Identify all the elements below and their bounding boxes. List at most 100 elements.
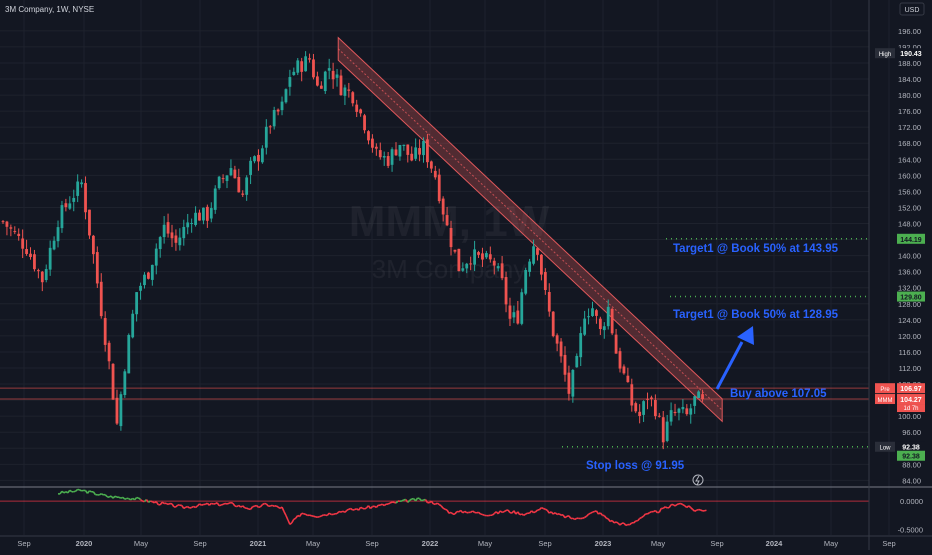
- indicator-segment: [221, 504, 223, 505]
- indicator-segment: [329, 513, 331, 514]
- candle-body: [80, 182, 83, 184]
- candle-body: [104, 318, 107, 345]
- indicator-segment: [276, 506, 278, 507]
- candle-body: [84, 183, 87, 212]
- price-tick-label: 84.00: [902, 476, 921, 485]
- indicator-segment: [482, 514, 484, 515]
- stop-loss-label[interactable]: Stop loss @ 91.95: [586, 460, 685, 472]
- candle-body: [45, 269, 48, 280]
- candle-body: [666, 422, 669, 441]
- candle-body: [143, 275, 146, 285]
- candle-body: [619, 351, 622, 368]
- candle-body: [642, 401, 645, 415]
- candle-body: [379, 150, 382, 157]
- indicator-segment: [353, 510, 355, 511]
- indicator-segment: [225, 503, 227, 504]
- candle-body: [186, 222, 189, 227]
- candle-body: [269, 126, 272, 127]
- indicator-segment: [410, 499, 412, 500]
- badge-target_129: 129.80: [897, 292, 925, 302]
- candle-body: [450, 228, 453, 247]
- target-2-label[interactable]: Target1 @ Book 50% at 128.95: [673, 309, 839, 321]
- indicator-segment: [262, 504, 264, 505]
- indicator-segment: [642, 516, 644, 517]
- candle-body: [29, 254, 32, 257]
- candle-body: [359, 109, 362, 113]
- time-tick-label: 2023: [595, 539, 612, 548]
- indicator-segment: [575, 518, 577, 519]
- candle-body: [685, 408, 688, 414]
- candle-body: [190, 223, 193, 224]
- price-tick-label: 120.00: [898, 332, 921, 341]
- indicator-segment: [119, 497, 121, 498]
- candle-body: [296, 60, 299, 72]
- indicator-segment: [589, 513, 591, 514]
- candle-body: [167, 222, 170, 233]
- candle-body: [399, 145, 402, 157]
- candle-body: [100, 282, 103, 316]
- candle-body: [630, 384, 633, 405]
- indicator-segment: [665, 507, 667, 508]
- indicator-segment: [223, 503, 225, 504]
- target-1-label[interactable]: Target1 @ Book 50% at 143.95: [673, 243, 839, 255]
- candle-body: [222, 178, 225, 179]
- candle: [214, 185, 217, 214]
- badge-tag-label: Low: [879, 446, 891, 452]
- candle-body: [607, 307, 610, 326]
- time-tick-label: May: [824, 539, 838, 548]
- candle-body: [92, 236, 95, 254]
- candle: [218, 176, 221, 190]
- candle-body: [678, 409, 681, 413]
- indicator-segment: [319, 516, 321, 517]
- price-tick-label: 96.00: [902, 428, 921, 437]
- indicator-segment: [148, 501, 150, 502]
- candle-body: [155, 249, 158, 266]
- indicator-segment: [150, 501, 152, 502]
- indicator-segment: [162, 502, 164, 503]
- price-tick-label: 132.00: [898, 284, 921, 293]
- indicator-segment: [339, 512, 341, 513]
- currency-label[interactable]: USD: [905, 7, 920, 14]
- candle-body: [21, 239, 24, 249]
- badge-tag-label: High: [879, 52, 891, 58]
- candle-body: [214, 189, 217, 210]
- candle-body: [438, 175, 441, 201]
- candle: [296, 58, 299, 75]
- indicator-segment: [321, 515, 323, 516]
- candle-body: [25, 249, 28, 254]
- candle-body: [332, 71, 335, 79]
- buy-label[interactable]: Buy above 107.05: [730, 388, 827, 400]
- candle-body: [182, 227, 185, 238]
- price-tick-label: 172.00: [898, 123, 921, 132]
- symbol-title[interactable]: 3M Company, 1W, NYSE: [5, 5, 94, 14]
- candle-body: [33, 254, 36, 269]
- indicator-segment: [390, 502, 392, 503]
- candle-body: [273, 110, 276, 126]
- candle-body: [265, 127, 268, 148]
- candle-body: [139, 286, 142, 291]
- candle-body: [61, 205, 64, 228]
- time-tick-label: Sep: [882, 539, 895, 548]
- indicator-segment: [422, 500, 424, 501]
- indicator-segment: [677, 504, 679, 505]
- indicator-segment: [614, 522, 616, 523]
- badge-value: 144.19: [900, 237, 922, 244]
- candle-body: [163, 225, 166, 237]
- candle-body: [112, 364, 115, 400]
- candle-body: [591, 308, 594, 316]
- indicator-segment: [640, 518, 642, 519]
- candle: [120, 391, 123, 430]
- indicator-segment: [190, 507, 192, 508]
- badge-tag-label: Pre: [880, 387, 890, 393]
- indicator-segment: [107, 497, 109, 498]
- candle-body: [312, 59, 315, 77]
- indicator-segment: [89, 491, 91, 492]
- indicator-segment: [211, 503, 213, 504]
- candle-body: [6, 222, 9, 227]
- candle-body: [328, 68, 331, 71]
- candle-body: [253, 156, 256, 161]
- indicator-segment: [543, 509, 545, 510]
- price-tick-label: 168.00: [898, 139, 921, 148]
